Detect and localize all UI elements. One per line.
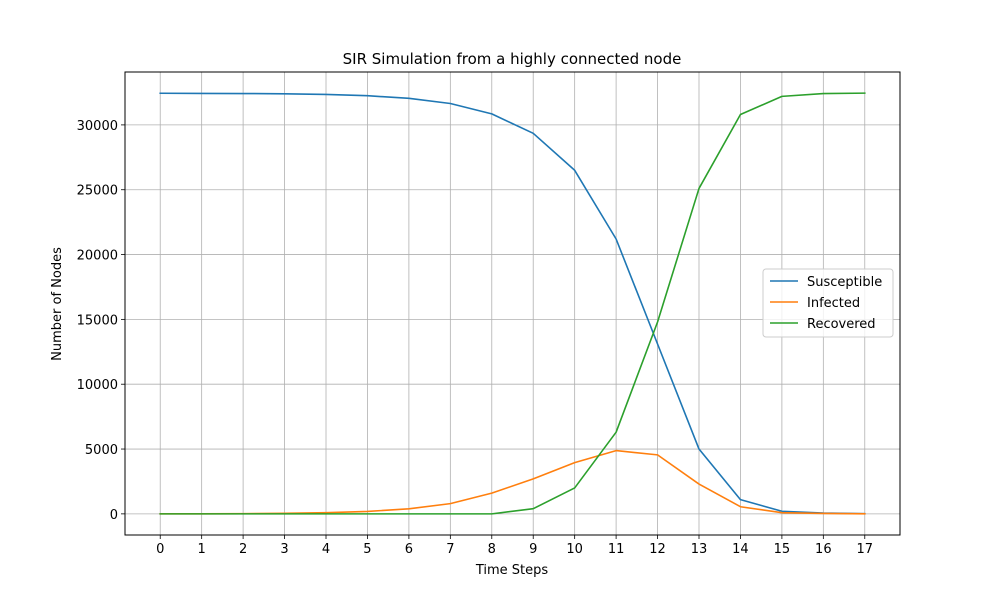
y-tick-label: 15000 xyxy=(77,313,118,328)
x-tick-label: 15 xyxy=(774,542,791,557)
y-axis-title: Number of Nodes xyxy=(50,247,65,361)
x-tick-label: 14 xyxy=(732,542,749,557)
x-tick-label: 4 xyxy=(322,542,330,557)
x-tick-label: 5 xyxy=(363,542,371,557)
x-tick-label: 11 xyxy=(608,542,625,557)
x-tick-label: 3 xyxy=(280,542,288,557)
legend-label-infected: Infected xyxy=(807,296,860,311)
x-tick-label: 13 xyxy=(691,542,708,557)
y-tick-label: 10000 xyxy=(77,378,118,393)
x-tick-label: 8 xyxy=(488,542,496,557)
plot-area-frame xyxy=(124,71,901,536)
legend: Susceptible Infected Recovered xyxy=(762,268,894,338)
y-tick-label: 5000 xyxy=(85,443,118,458)
legend-label-susceptible: Susceptible xyxy=(807,275,882,290)
x-tick-label: 7 xyxy=(446,542,454,557)
x-tick-label: 9 xyxy=(529,542,537,557)
chart-title: SIR Simulation from a highly connected n… xyxy=(343,50,682,68)
x-tick-label: 6 xyxy=(405,542,413,557)
x-tick-label: 0 xyxy=(156,542,164,557)
x-tick-label: 10 xyxy=(566,542,583,557)
series-line-recovered xyxy=(159,92,866,515)
series-line-susceptible xyxy=(159,92,866,515)
x-tick-label: 2 xyxy=(239,542,247,557)
x-axis-title: Time Steps xyxy=(475,563,549,578)
y-tick-label: 30000 xyxy=(77,119,118,134)
y-tick-label: 20000 xyxy=(77,249,118,264)
x-tick-label: 12 xyxy=(649,542,666,557)
x-tick-label: 16 xyxy=(815,542,832,557)
y-tick-label: 25000 xyxy=(77,184,118,199)
x-tick-label: 1 xyxy=(198,542,206,557)
x-tick-label: 17 xyxy=(856,542,873,557)
legend-label-recovered: Recovered xyxy=(807,317,876,332)
x-axis-ticks: 0 1 2 3 4 5 6 7 8 9 10 11 12 13 14 15 16 17 xyxy=(156,535,873,557)
y-axis-ticks: 0 5000 10000 15000 20000 25000 30000 xyxy=(77,119,125,523)
series-lines xyxy=(159,92,866,515)
legend-box xyxy=(762,268,894,338)
y-tick-label: 0 xyxy=(110,508,118,523)
